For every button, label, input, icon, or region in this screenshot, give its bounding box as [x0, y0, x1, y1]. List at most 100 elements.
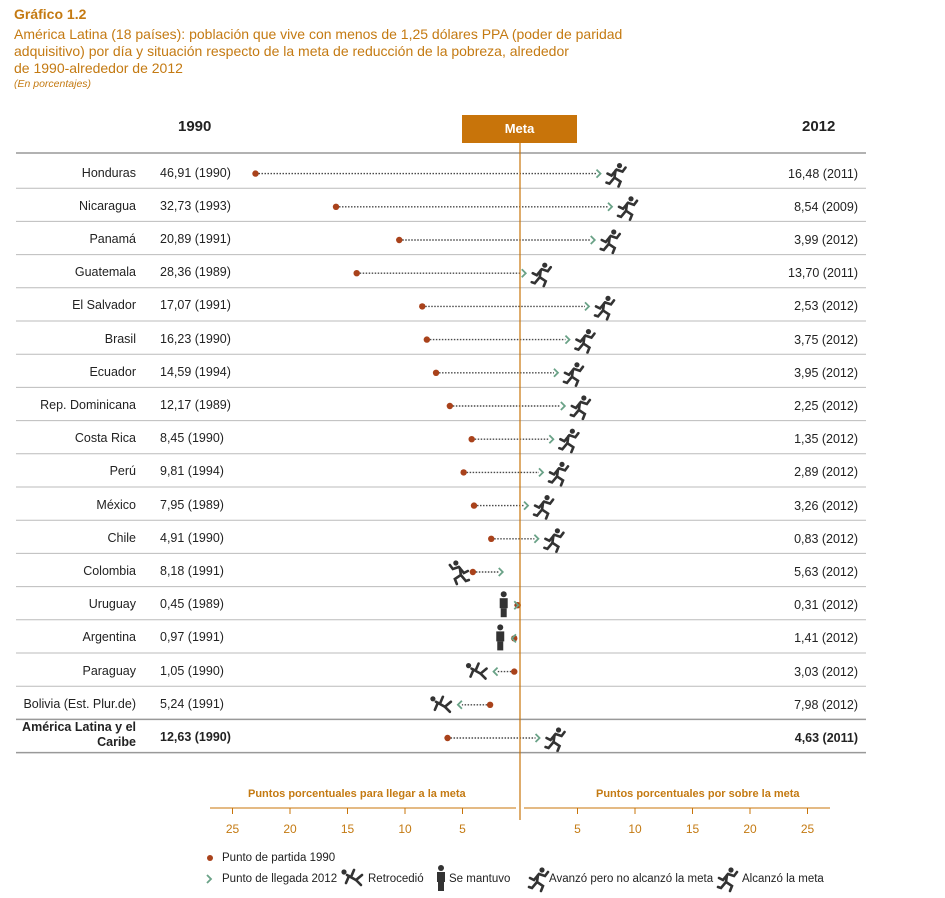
end-arrow [538, 467, 545, 478]
country-label: Nicaragua [79, 198, 136, 213]
value-2012: 3,99 (2012) [794, 233, 858, 247]
value-2012: 2,53 (2012) [794, 299, 858, 314]
runner-icon [574, 329, 596, 354]
value-2012: 2,25 (2012) [794, 399, 858, 413]
start-dot [486, 701, 494, 708]
end-arrow [521, 268, 528, 278]
value-2012: 3,75 (2012) [794, 332, 858, 347]
end-arrow [560, 401, 567, 411]
value-1990: 5,24 (1991) [160, 696, 224, 711]
legend-alcanzo-label: Alcanzó la meta [742, 873, 824, 885]
axis-tick-label: 10 [628, 822, 642, 836]
start-dot [432, 369, 440, 376]
end-arrow [584, 301, 591, 312]
value-1990: 16,23 (1990) [160, 331, 231, 346]
value-2012: 16,48 (2011) [788, 166, 858, 181]
chart-units-note: (En porcentajes) [14, 78, 92, 90]
value-1990: 17,07 (1991) [160, 298, 231, 313]
value-2012: 5,63 (2012) [794, 565, 858, 579]
runner-icon [605, 163, 627, 188]
country-label: Ecuador [89, 364, 136, 379]
end-arrow [595, 168, 602, 179]
axis-label-right: Puntos porcentuales por sobre la meta [596, 788, 800, 800]
value-2012: 2,89 (2012) [794, 465, 858, 480]
end-arrow [456, 700, 463, 710]
value-2012: 0,31 (2012) [794, 598, 858, 613]
runner-icon [530, 262, 553, 288]
start-dot [444, 734, 451, 742]
value-2012: 1,41 (2012) [794, 631, 858, 646]
column-header-1990: 1990 [178, 118, 212, 135]
value-1990: 1,05 (1990) [160, 663, 224, 678]
value-1990: 28,36 (1989) [160, 265, 231, 280]
axis-tick-label: 25 [800, 822, 815, 836]
value-1990: 14,59 (1994) [160, 364, 231, 379]
country-label: Honduras [81, 165, 136, 180]
start-dot [468, 436, 475, 443]
runner-icon [544, 727, 566, 753]
legend-end-arrow [206, 874, 213, 884]
start-dot [460, 469, 467, 476]
end-arrow [510, 633, 517, 644]
value-2012: 13,70 (2011) [788, 266, 858, 281]
start-dot [252, 170, 259, 177]
country-label: Guatemala [74, 265, 136, 280]
axis-tick-label: 15 [685, 822, 700, 836]
value-1990: 9,81 (1994) [160, 464, 224, 479]
axis-tick-label: 5 [574, 822, 581, 836]
chart-subtitle-line-3: de 1990-alrededor de 2012 [14, 60, 183, 76]
end-arrow [513, 600, 520, 610]
start-dot [423, 336, 431, 343]
runner-icon [569, 395, 592, 421]
legend-standing-icon [437, 865, 445, 891]
country-label: Panamá [89, 232, 136, 246]
start-dot [446, 402, 454, 410]
value-2012: 8,54 (2009) [794, 199, 858, 214]
start-dot [511, 668, 518, 675]
end-arrow [607, 202, 614, 212]
end-arrow [564, 334, 571, 345]
chart-subtitle-line-2: adquisitivo) por día y situación respect… [14, 43, 569, 59]
axis-label-left: Puntos porcentuales para llegar a la met… [248, 788, 466, 800]
end-arrow [534, 733, 541, 743]
axis-tick-label: 20 [743, 822, 757, 836]
country-label: El Salvador [72, 298, 136, 313]
legend-retrocedio-label: Retrocedió [368, 873, 424, 885]
legend-start-label: Punto de partida 1990 [222, 852, 336, 864]
end-arrow [492, 666, 499, 677]
value-2012: 3,03 (2012) [794, 664, 858, 679]
axis-tick-label: 25 [225, 822, 240, 836]
start-dot [396, 236, 403, 244]
value-2012: 7,98 (2012) [794, 697, 858, 712]
value-2012: 0,83 (2012) [794, 531, 858, 546]
country-label: México [96, 497, 136, 512]
value-1990: 32,73 (1993) [160, 198, 231, 213]
end-arrow [553, 368, 560, 378]
value-1990: 12,17 (1989) [160, 398, 231, 412]
legend-start-dot [207, 855, 213, 861]
end-arrow [498, 567, 505, 577]
start-dot [353, 270, 360, 277]
standing-icon [499, 591, 508, 618]
column-header-2012: 2012 [802, 118, 836, 135]
legend-fallen-icon [341, 868, 364, 887]
runner-icon [616, 196, 639, 222]
runner-icon [558, 428, 580, 454]
fallen-icon [465, 662, 488, 680]
fallen-icon [430, 695, 453, 714]
axis-tick-label: 15 [340, 822, 355, 836]
value-1990: 12,63 (1990) [160, 730, 231, 744]
legend-runner-icon-2 [716, 867, 739, 893]
end-arrow [533, 534, 540, 544]
country-label: Colombia [83, 564, 136, 578]
runner-icon [562, 362, 585, 388]
country-label: Rep. Dominicana [40, 398, 136, 412]
runner-icon [448, 560, 471, 586]
end-arrow [548, 434, 555, 444]
country-label: Argentina [82, 630, 136, 645]
value-1990: 0,97 (1991) [160, 630, 224, 645]
value-1990: 0,45 (1989) [160, 597, 224, 612]
start-dot [469, 568, 477, 576]
end-arrow [523, 500, 530, 511]
